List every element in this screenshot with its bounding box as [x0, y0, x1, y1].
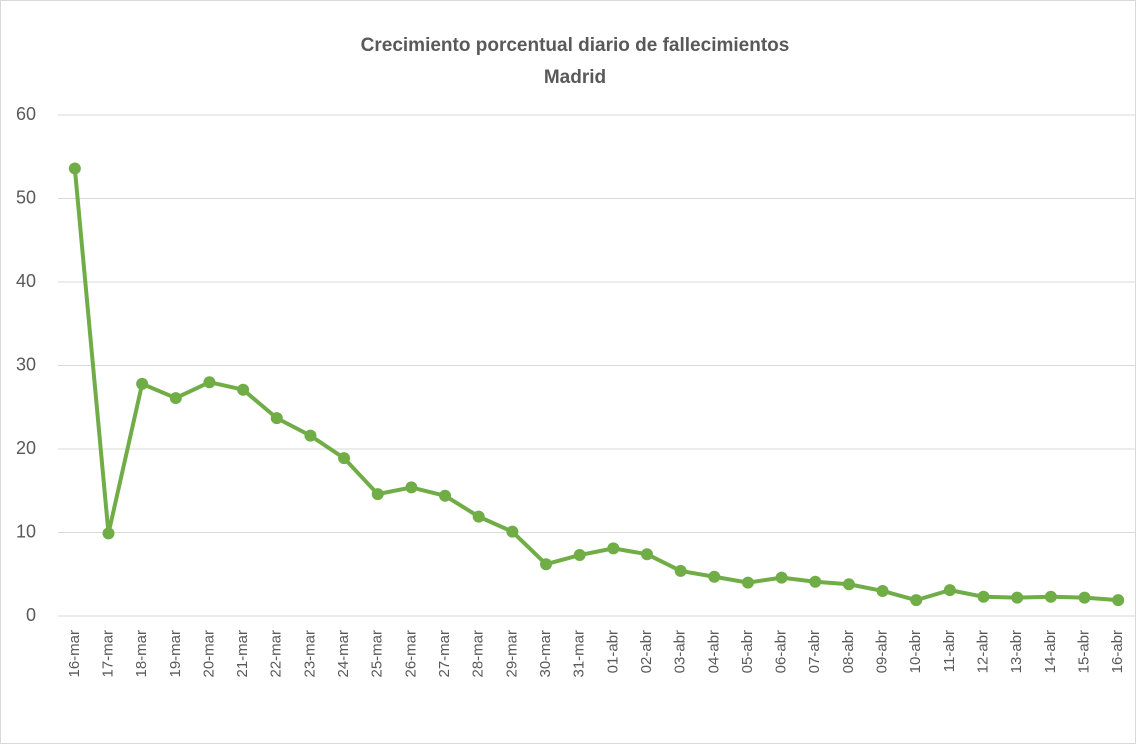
data-point — [371, 488, 384, 501]
x-tick-label: 28-mar — [470, 630, 487, 678]
y-tick-label: 50 — [16, 187, 36, 207]
x-tick-label: 10-abr — [907, 630, 924, 673]
x-tick-label: 17-mar — [99, 630, 116, 678]
x-tick-label: 18-mar — [133, 630, 150, 678]
data-point — [741, 576, 754, 589]
x-tick-label: 01-abr — [604, 630, 621, 673]
x-tick-label: 30-mar — [537, 630, 554, 678]
y-tick-label: 40 — [16, 271, 36, 291]
x-tick-label: 05-abr — [739, 630, 756, 673]
x-tick-label: 22-mar — [268, 630, 285, 678]
x-tick-label: 21-mar — [234, 630, 251, 678]
data-point — [203, 376, 216, 389]
data-point — [304, 429, 317, 442]
y-tick-label: 0 — [26, 605, 36, 625]
x-tick-label: 16-abr — [1109, 630, 1126, 673]
x-tick-label: 27-mar — [436, 630, 453, 678]
data-point — [439, 489, 452, 502]
data-point — [674, 564, 687, 577]
data-point — [506, 525, 519, 538]
y-tick-label: 60 — [16, 104, 36, 124]
data-point — [102, 527, 115, 540]
data-point — [640, 548, 653, 561]
data-point — [270, 412, 283, 425]
x-tick-label: 03-abr — [672, 630, 689, 673]
data-point — [708, 570, 721, 583]
data-point — [1044, 590, 1057, 603]
x-tick-label: 07-abr — [806, 630, 823, 673]
x-tick-label: 26-mar — [402, 630, 419, 678]
data-point — [977, 590, 990, 603]
data-point — [405, 481, 418, 494]
x-tick-label: 15-abr — [1075, 630, 1092, 673]
x-tick-label: 09-abr — [874, 630, 891, 673]
x-tick-label: 08-abr — [840, 630, 857, 673]
data-point — [68, 162, 81, 175]
x-tick-label: 13-abr — [1008, 630, 1025, 673]
data-point — [338, 452, 351, 465]
data-point — [573, 549, 586, 562]
data-point — [136, 377, 149, 390]
y-tick-label: 10 — [16, 521, 36, 541]
data-point — [775, 571, 788, 584]
data-point — [1078, 591, 1091, 604]
x-tick-label: 25-mar — [369, 630, 386, 678]
data-point — [943, 584, 956, 597]
data-point — [1112, 594, 1125, 607]
data-point — [237, 383, 250, 396]
data-point — [472, 510, 485, 523]
data-point — [842, 578, 855, 591]
data-point — [169, 392, 182, 405]
x-tick-label: 02-abr — [638, 630, 655, 673]
data-point — [910, 594, 923, 607]
data-point — [540, 558, 553, 571]
chart-title: Crecimiento porcentual diario de falleci… — [361, 35, 790, 56]
y-tick-label: 20 — [16, 438, 36, 458]
data-point — [607, 542, 620, 555]
x-tick-label: 11-abr — [941, 630, 958, 672]
data-point — [1011, 591, 1024, 604]
x-tick-label: 06-abr — [773, 630, 790, 673]
y-tick-label: 30 — [16, 354, 36, 374]
data-point — [876, 584, 889, 597]
x-tick-label: 16-mar — [66, 630, 83, 678]
chart-subtitle: Madrid — [544, 67, 606, 88]
x-tick-label: 31-mar — [571, 630, 588, 678]
x-tick-label: 23-mar — [301, 630, 318, 678]
x-tick-label: 29-mar — [503, 630, 520, 678]
x-tick-label: 12-abr — [975, 630, 992, 673]
x-tick-label: 20-mar — [200, 630, 217, 678]
x-tick-label: 24-mar — [335, 630, 352, 678]
data-point — [809, 575, 822, 588]
x-tick-label: 14-abr — [1042, 630, 1059, 673]
x-tick-label: 19-mar — [167, 630, 184, 678]
x-tick-label: 04-abr — [705, 630, 722, 673]
